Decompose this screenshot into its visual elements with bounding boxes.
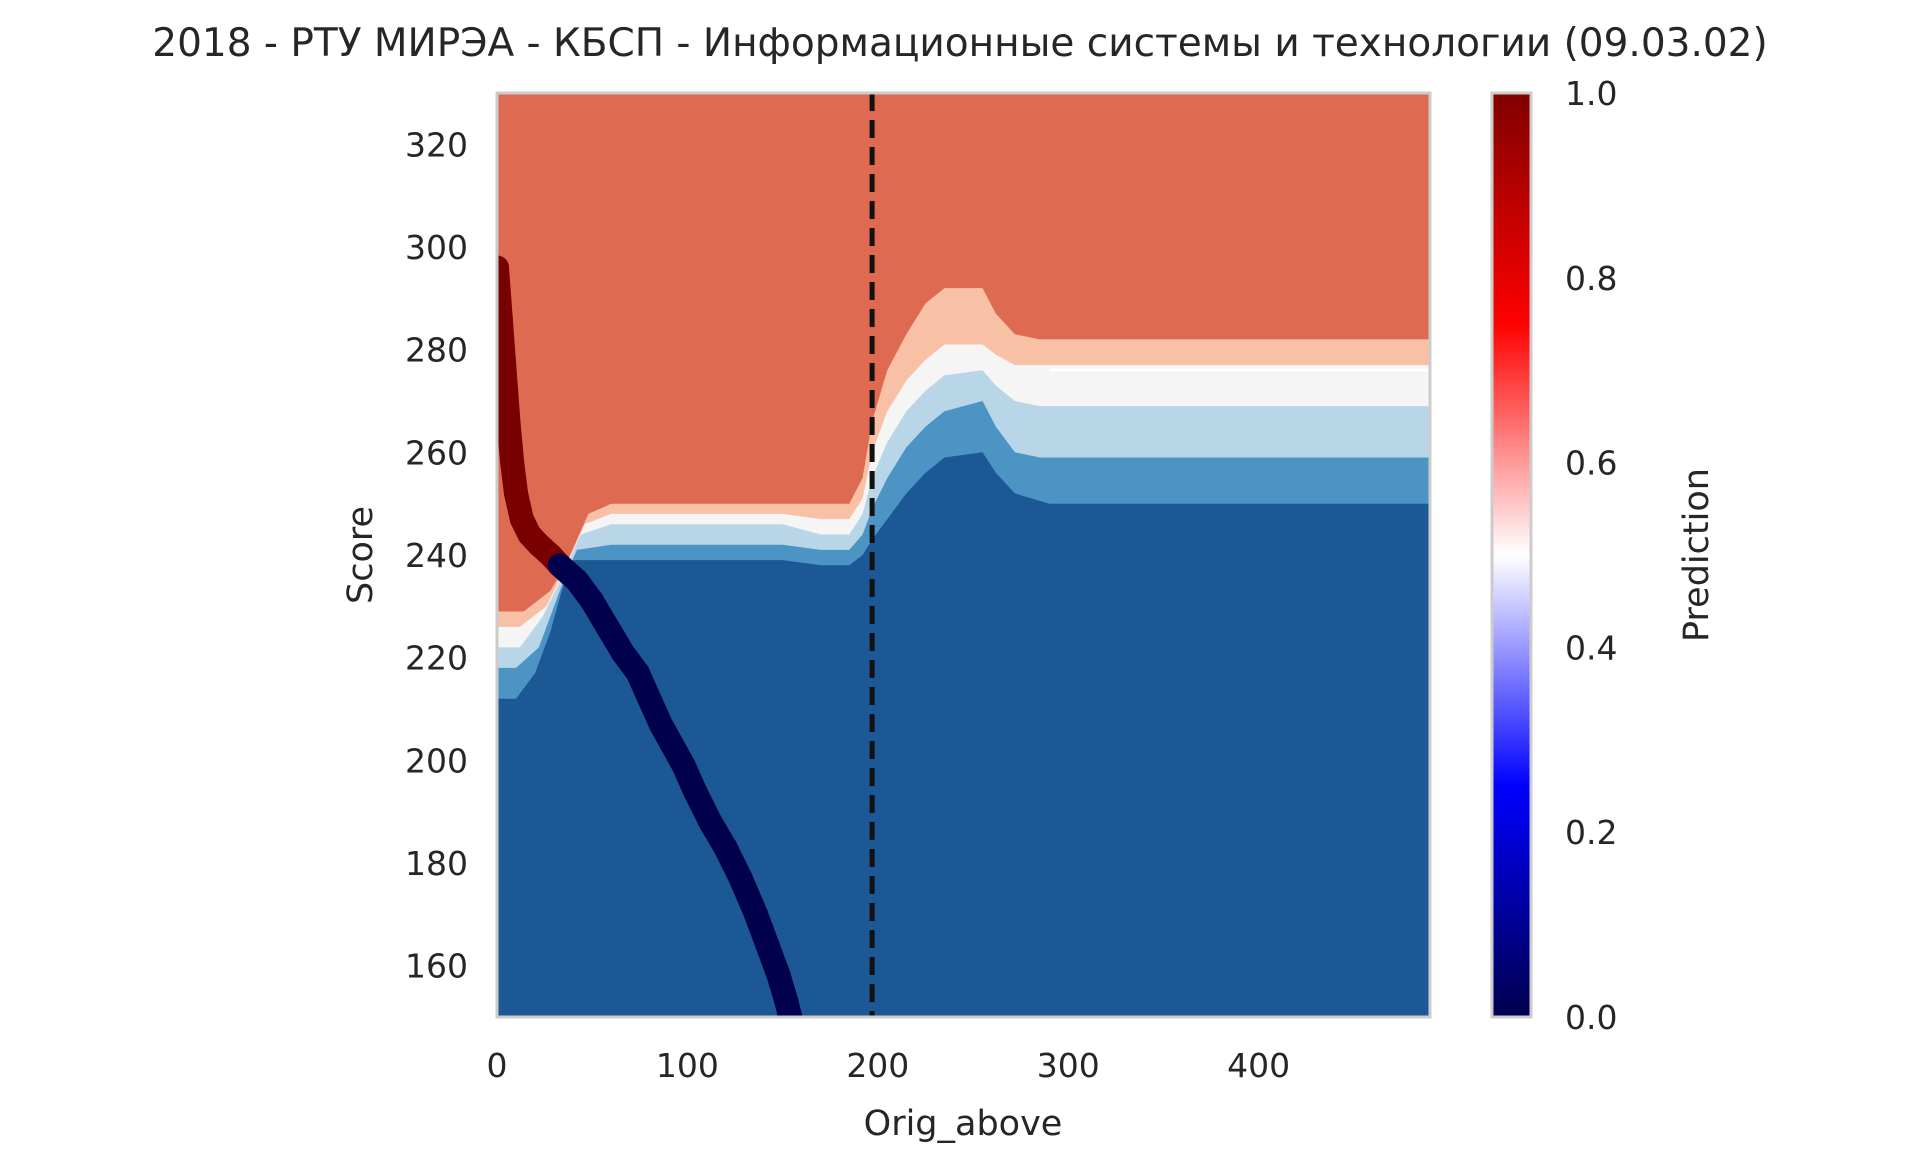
series-0-point-0 [497, 255, 509, 280]
y-tick-label: 260 [405, 433, 468, 472]
x-axis: 0 100 200 300 400 [487, 1046, 1291, 1085]
series-0-point-5 [504, 481, 529, 506]
series-1-point-12 [713, 835, 738, 860]
colorbar-ticks: 0.0 0.2 0.4 0.6 0.8 1.0 [1565, 74, 1617, 1037]
plot-frame [495, 91, 1432, 1019]
colorbar-label: Prediction [1677, 468, 1717, 642]
colorbar-tick-label: 0.4 [1565, 628, 1617, 667]
x-tick-label: 0 [487, 1046, 508, 1085]
series-1-point-7 [648, 712, 673, 737]
series-0-point-1 [497, 306, 513, 331]
series-1-point-14 [743, 902, 768, 927]
series-1-point-11 [698, 809, 723, 834]
series-1-point-4 [610, 640, 635, 665]
series-0-point-3 [497, 409, 521, 434]
series-1-point-8 [660, 732, 685, 757]
series-1-point-5 [625, 661, 650, 686]
y-tick-label: 320 [405, 125, 468, 164]
y-tick-label: 300 [405, 228, 468, 267]
series-1-point-1 [564, 568, 589, 593]
series-1-point-9 [671, 753, 696, 778]
series-1-point-2 [580, 589, 605, 614]
series-1-point-13 [728, 866, 753, 891]
y-tick-label: 280 [405, 331, 468, 370]
chart-title: 2018 - РТУ МИРЭА - КБСП - Информационные… [152, 21, 1767, 66]
colorbar-tick-label: 0.0 [1565, 998, 1617, 1037]
colorbar-tick-label: 0.8 [1565, 259, 1617, 298]
x-tick-label: 400 [1227, 1046, 1290, 1085]
colorbar-tick-label: 0.6 [1565, 444, 1617, 483]
colorbar-tick-label: 1.0 [1565, 74, 1617, 113]
series-1-point-16 [766, 963, 791, 988]
series-1-point-0 [547, 553, 572, 578]
x-tick-label: 100 [656, 1046, 719, 1085]
series-1-point-3 [595, 614, 620, 639]
series-1-point-15 [755, 933, 780, 958]
x-axis-label: Orig_above [864, 1104, 1063, 1144]
colorbar: 0.0 0.2 0.4 0.6 0.8 1.0 Prediction [1490, 74, 1717, 1037]
data-series [497, 255, 803, 1017]
y-axis-label: Score [341, 506, 381, 604]
y-axis: 160 180 200 220 240 260 280 300 320 [405, 125, 468, 985]
colorbar-gradient [1490, 91, 1533, 1019]
series-1-point-10 [683, 779, 708, 804]
series-1-point-6 [637, 686, 662, 711]
y-tick-label: 160 [405, 947, 468, 986]
contour-regions [497, 93, 1430, 1017]
y-tick-label: 200 [405, 741, 468, 780]
y-tick-label: 220 [405, 639, 468, 678]
series-0-point-2 [497, 358, 517, 383]
contour-region-5 [497, 93, 1430, 612]
series-1-point-18 [778, 1005, 803, 1017]
x-tick-label: 200 [846, 1046, 909, 1085]
colorbar-tick-label: 0.2 [1565, 813, 1617, 852]
y-tick-label: 180 [405, 844, 468, 883]
series-0-point-4 [500, 450, 525, 475]
x-tick-label: 300 [1037, 1046, 1100, 1085]
plot-area [495, 91, 1432, 1019]
y-tick-label: 240 [405, 536, 468, 575]
